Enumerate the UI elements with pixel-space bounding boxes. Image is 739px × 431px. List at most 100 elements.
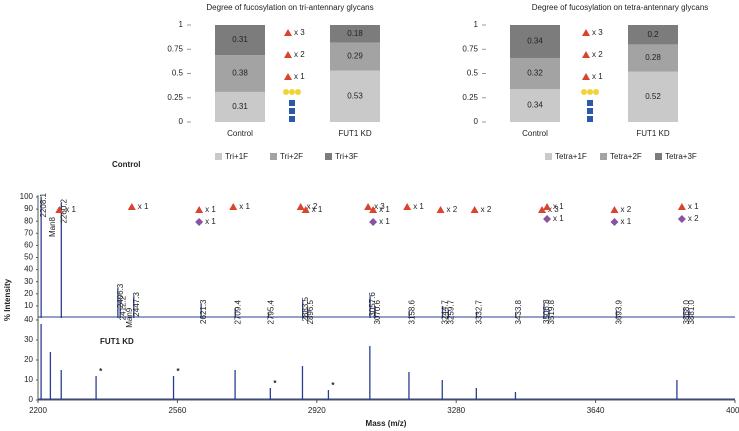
y-tick-label: 0 (29, 395, 34, 404)
peak-label: 3158.6 (407, 299, 416, 324)
y-axis-label: % Intensity (3, 278, 12, 321)
peak-label: 2208.1 (39, 192, 48, 217)
fucose-icon (284, 51, 292, 58)
peak-marker: * (99, 367, 103, 376)
bar-segment (510, 89, 560, 122)
x-tick-label: 2560 (169, 406, 187, 415)
fucose-icon (369, 206, 378, 213)
galactose-icon (587, 89, 593, 95)
bar-segment (628, 25, 678, 45)
glycan-label: x 1 (553, 202, 564, 211)
glycan-label: x 2 (481, 205, 492, 214)
y-tick-label: 40 (24, 265, 33, 274)
glycan-label: x 1 (239, 202, 250, 211)
sialic-icon (677, 215, 686, 223)
legend-swatch (545, 153, 552, 160)
x-tick-label: 4000 (726, 406, 739, 415)
x-tick-label: 2920 (308, 406, 326, 415)
chart-title: Degree of fucosylation on tri-antennary … (206, 3, 373, 12)
x-tick-label: 3640 (587, 406, 605, 415)
y-tick-label: 0 (179, 117, 184, 126)
y-tick-label: 90 (24, 204, 33, 213)
chart-title: Degree of fucosylation on tetra-antennar… (532, 3, 709, 12)
fucose-icon (229, 203, 238, 210)
glycan-label: x 2 (688, 214, 699, 223)
legend-label: Tetra+1F (555, 152, 587, 161)
y-tick-label: 10 (24, 375, 33, 384)
value-label: 0.28 (645, 53, 661, 62)
y-tick-label: 0.25 (167, 93, 183, 102)
bar-segment (510, 57, 560, 90)
fucose-icon (284, 29, 292, 36)
glycan-label: x 1 (620, 217, 631, 226)
glycan-label: x 1 (138, 202, 149, 211)
bar-segment (628, 44, 678, 72)
y-tick-label: 20 (24, 355, 33, 364)
sialic-icon (543, 215, 552, 223)
x-tick-label: Control (522, 129, 548, 138)
y-tick-label: 0.5 (467, 69, 479, 78)
fucose-icon (538, 206, 547, 213)
y-tick-label: 20 (24, 289, 33, 298)
peak-label: 3881.0 (687, 299, 696, 324)
glycan-label: x 2 (592, 50, 603, 59)
glycan-label: x 2 (447, 205, 458, 214)
glycan-label: x 1 (688, 202, 699, 211)
y-tick-label: 60 (24, 241, 33, 250)
value-label: 0.18 (347, 29, 363, 38)
legend-swatch (325, 153, 332, 160)
bar-segment (628, 71, 678, 122)
bar-segment (330, 42, 380, 71)
glcnac-icon (289, 100, 295, 106)
glycan-label: x 1 (592, 72, 603, 81)
x-axis-label: Mass (m/z) (366, 419, 407, 428)
peak-label: 3332.7 (475, 299, 484, 324)
y-tick-label: 30 (24, 335, 33, 344)
fucose-icon (436, 206, 445, 213)
fucose-icon (582, 73, 590, 80)
glycan-label: x 2 (307, 202, 318, 211)
fucose-icon (582, 29, 590, 36)
panel-label: Control (112, 160, 140, 169)
y-tick-label: 10 (24, 301, 33, 310)
value-label: 0.38 (232, 69, 248, 78)
bar-segment (510, 25, 560, 58)
glcnac-icon (289, 116, 295, 122)
peak-marker: * (273, 379, 277, 388)
value-label: 0.31 (232, 35, 248, 44)
value-label: 0.31 (232, 102, 248, 111)
y-tick-label: 40 (24, 315, 33, 324)
peak-label: 2896.5 (306, 299, 315, 324)
bar-segment (215, 91, 265, 122)
value-label: 0.52 (645, 92, 661, 101)
legend-label: Tri+1F (225, 152, 248, 161)
legend-label: Tetra+3F (665, 152, 697, 161)
fucose-icon (543, 203, 552, 210)
glycan-label: x 3 (548, 205, 559, 214)
fucose-icon (284, 73, 292, 80)
value-label: 0.34 (527, 101, 543, 110)
y-tick-label: 1 (474, 20, 479, 29)
fucose-icon (195, 206, 204, 213)
fucose-icon (55, 206, 64, 213)
fucose-icon (610, 206, 619, 213)
value-label: 0.53 (347, 91, 363, 100)
bar-segment (330, 70, 380, 122)
legend-swatch (215, 153, 222, 160)
sialic-icon (369, 218, 378, 226)
peak-label: 2447.3 (132, 292, 141, 317)
galactose-icon (289, 89, 295, 95)
glcnac-icon (587, 116, 593, 122)
sialic-icon (610, 218, 619, 226)
y-tick-label: 0 (474, 117, 479, 126)
bar-segment (215, 25, 265, 56)
glycan-label: x 3 (592, 28, 603, 37)
glycan-name: Man9 (125, 307, 134, 328)
legend-label: Tri+2F (280, 152, 303, 161)
y-tick-label: 30 (24, 277, 33, 286)
bar-segment (215, 55, 265, 92)
y-tick-label: 0.75 (167, 44, 183, 53)
fucose-icon (127, 203, 136, 210)
fucose-icon (582, 51, 590, 58)
